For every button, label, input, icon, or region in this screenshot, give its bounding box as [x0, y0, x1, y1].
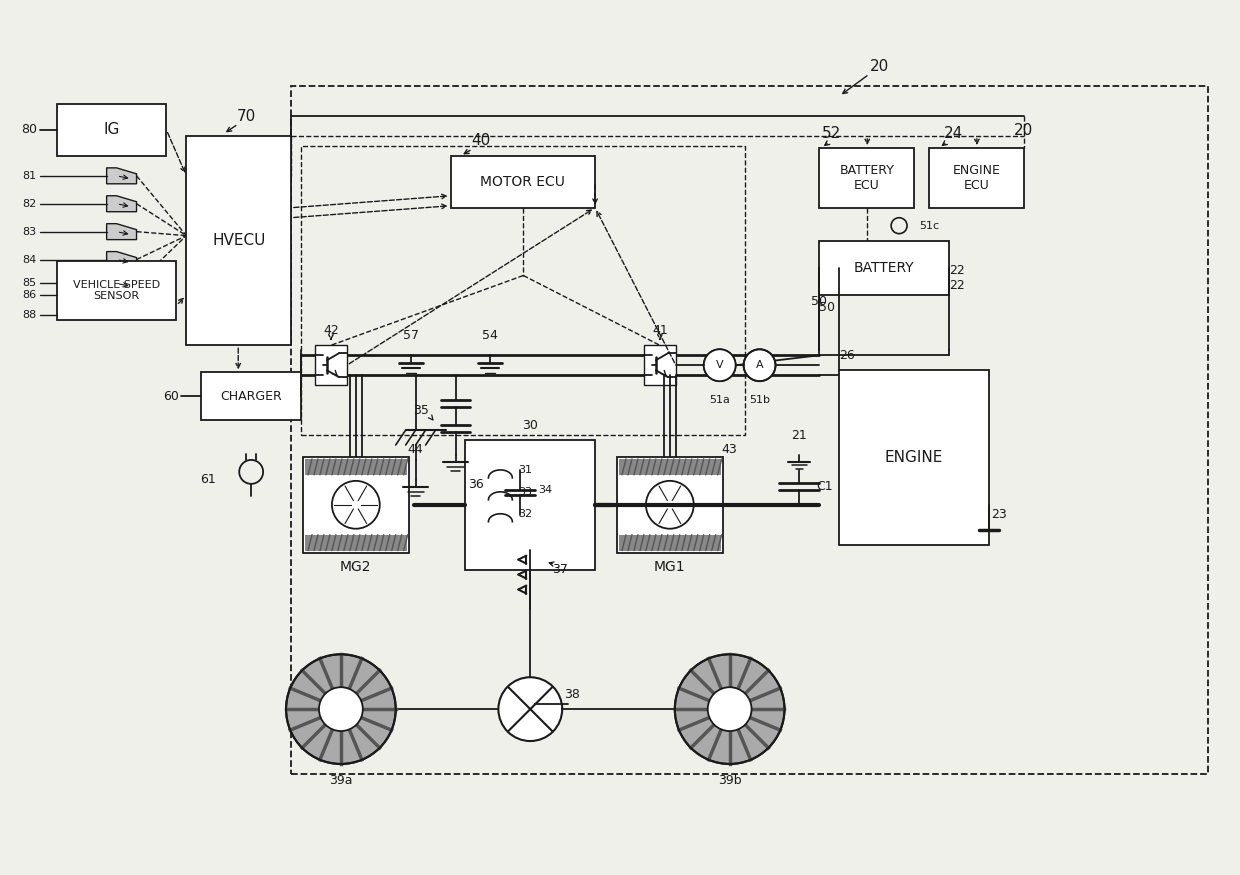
Text: MOTOR ECU: MOTOR ECU [480, 175, 565, 189]
Text: 82: 82 [22, 199, 37, 209]
Text: ENGINE: ENGINE [885, 450, 944, 465]
Text: 44: 44 [408, 444, 424, 457]
Text: 20: 20 [1014, 123, 1033, 138]
Bar [450, 156, 595, 207]
Text: 43: 43 [722, 444, 738, 457]
Text: 36: 36 [467, 479, 484, 492]
Text: 85: 85 [22, 278, 37, 289]
Text: 50: 50 [820, 301, 836, 314]
Text: 37: 37 [552, 564, 568, 576]
Text: 70: 70 [237, 108, 255, 123]
Text: 39a: 39a [329, 774, 352, 788]
Text: 54: 54 [482, 329, 498, 342]
Text: 33: 33 [518, 487, 532, 497]
Text: HVECU: HVECU [212, 233, 265, 248]
Text: 30: 30 [522, 418, 538, 431]
Text: MG1: MG1 [653, 560, 686, 574]
Text: 32: 32 [518, 508, 532, 519]
Circle shape [704, 349, 735, 382]
Bar [301, 146, 744, 435]
Text: 50: 50 [811, 295, 827, 308]
Text: 41: 41 [652, 324, 668, 337]
Text: 24: 24 [945, 127, 963, 142]
Text: 21: 21 [791, 429, 807, 442]
Bar [305, 458, 407, 475]
Text: 22: 22 [949, 279, 965, 292]
Bar [57, 104, 166, 156]
Circle shape [675, 654, 785, 764]
Bar [618, 457, 723, 553]
Text: 23: 23 [991, 508, 1007, 522]
Text: 80: 80 [21, 123, 37, 136]
Text: 38: 38 [564, 688, 580, 701]
Bar [291, 86, 1208, 774]
Text: 20: 20 [869, 59, 889, 74]
Circle shape [708, 687, 751, 732]
Circle shape [319, 687, 363, 732]
Text: 26: 26 [839, 349, 856, 361]
Polygon shape [107, 168, 136, 184]
Bar [303, 457, 409, 553]
Text: 81: 81 [22, 171, 37, 181]
Text: CHARGER: CHARGER [221, 389, 281, 402]
Bar [186, 136, 291, 346]
Text: 31: 31 [518, 465, 532, 475]
Text: 51b: 51b [749, 396, 770, 405]
Text: C1: C1 [816, 480, 833, 494]
Text: 84: 84 [22, 255, 37, 264]
Text: 35: 35 [413, 403, 429, 416]
Text: 83: 83 [22, 227, 37, 236]
Text: 22: 22 [949, 264, 965, 277]
Circle shape [286, 654, 396, 764]
Bar [929, 148, 1024, 207]
Text: 40: 40 [471, 134, 490, 149]
Bar [619, 458, 720, 475]
Bar [315, 346, 347, 385]
Text: 57: 57 [403, 329, 419, 342]
Bar [820, 241, 949, 296]
Polygon shape [107, 252, 136, 268]
Text: 61: 61 [201, 473, 216, 487]
Text: MG2: MG2 [340, 560, 372, 574]
Polygon shape [107, 224, 136, 240]
Text: VEHICLE SPEED
SENSOR: VEHICLE SPEED SENSOR [73, 280, 160, 301]
Text: 39b: 39b [718, 774, 742, 788]
Text: V: V [715, 360, 723, 370]
Bar [839, 370, 988, 544]
Text: BATTERY
ECU: BATTERY ECU [839, 164, 894, 192]
Text: A: A [755, 360, 764, 370]
Polygon shape [107, 276, 136, 291]
Bar [201, 372, 301, 420]
Bar [305, 535, 407, 550]
Text: 60: 60 [164, 389, 180, 402]
Text: 88: 88 [22, 311, 37, 320]
Text: 34: 34 [538, 485, 552, 495]
Polygon shape [107, 196, 136, 212]
Circle shape [744, 349, 775, 382]
Bar [465, 440, 595, 570]
Text: 51c: 51c [919, 220, 939, 231]
Bar [619, 535, 720, 550]
Text: BATTERY: BATTERY [854, 261, 914, 275]
Bar [820, 148, 914, 207]
Bar [57, 261, 176, 320]
Text: IG: IG [103, 123, 120, 137]
Text: 42: 42 [324, 324, 339, 337]
Text: 86: 86 [22, 290, 37, 300]
Text: ENGINE
ECU: ENGINE ECU [952, 164, 1001, 192]
Text: 51a: 51a [709, 396, 730, 405]
Bar [644, 346, 676, 385]
Circle shape [498, 677, 562, 741]
Text: 52: 52 [822, 127, 841, 142]
